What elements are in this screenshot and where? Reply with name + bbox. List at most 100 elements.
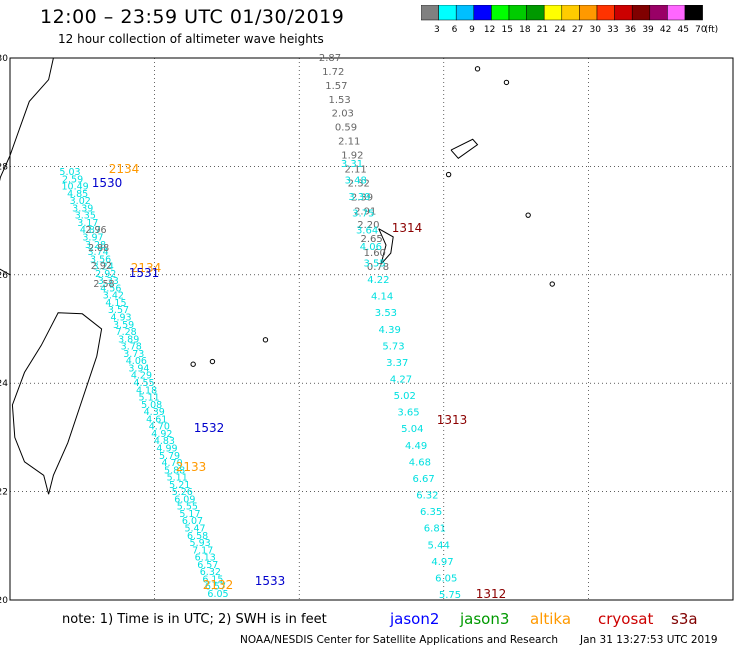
west-track-value: 4.99 [156, 443, 177, 454]
west-track-value: 6.58 [187, 531, 208, 542]
west-track-value: 4.29 [131, 371, 152, 382]
east-track-gray-value: 2.91 [354, 206, 376, 217]
credit-line: NOAA/NESDIS Center for Satellite Applica… [240, 634, 558, 646]
colorbar-tick-label: 24 [554, 25, 566, 35]
colorbar-tick-label: 6 [452, 25, 458, 35]
colorbar-tick-label: 45 [678, 25, 689, 35]
east-track-value: 3.53 [375, 308, 397, 319]
west-track-value: 4.55 [133, 378, 154, 389]
island-outline [525, 212, 531, 218]
west-track-value: 3.56 [90, 254, 111, 265]
pass-id-label: 1533 [255, 574, 286, 588]
colorbar-tick-label: 30 [590, 25, 602, 35]
west-track-value: 3.28 [85, 240, 106, 251]
island-outline [474, 66, 481, 72]
west-track-value: 10.49 [62, 182, 89, 193]
west-track-value: 4.92 [151, 429, 172, 440]
west-track-value: 6.32 [200, 567, 221, 578]
pass-id-label: 2134 [109, 162, 140, 176]
east-track-gray-value: 1.57 [325, 81, 347, 92]
east-track-value: 6.81 [424, 524, 446, 535]
west-track-value: 5.17 [179, 509, 200, 520]
west-track-value: 6.13 [195, 553, 216, 564]
island-outline [262, 337, 269, 343]
west-track-value: 3.94 [128, 363, 149, 374]
latitude-label: 30 [0, 54, 8, 64]
west-track-value: 4.93 [110, 313, 131, 324]
colorbar-tick-label: 18 [519, 25, 531, 35]
colorbar-tick-label: 39 [642, 25, 654, 35]
east-track-value: 5.04 [401, 424, 423, 435]
pass-id-label: 1530 [92, 176, 123, 190]
colorbar-tick-label: 36 [625, 25, 637, 35]
west-track-value: 4.85 [67, 189, 88, 200]
pass-id-label: 1314 [392, 221, 423, 235]
west-track-value: 3.89 [118, 334, 139, 345]
east-track-value: 4.14 [371, 292, 393, 303]
west-track-value: 5.08 [141, 400, 162, 411]
west-track-value: 5.11 [139, 393, 160, 404]
west-track-value: 3.02 [70, 196, 91, 207]
colorbar-swatch [684, 5, 703, 21]
west-track-value: 3.17 [77, 218, 98, 229]
east-track-value: 5.73 [382, 341, 404, 352]
colorbar-tick-label: 12 [484, 25, 495, 35]
east-track-gray-value: 2.11 [338, 137, 360, 148]
latitude-label: 24 [0, 379, 8, 389]
east-track-value: 3.65 [397, 408, 419, 419]
east-track-gray-value: 2.20 [357, 220, 379, 231]
colorbar-tick-label: 3 [434, 25, 440, 35]
west-track-value: 4.06 [126, 356, 147, 367]
east-track-value: 6.32 [416, 491, 438, 502]
island-outline [549, 281, 555, 287]
west-track-value: 5.88 [164, 465, 185, 476]
colorbar-tick-label: 42 [660, 25, 671, 35]
west-track-value: 5.55 [177, 502, 198, 513]
west-track-value: 4.39 [144, 407, 165, 418]
west-track-gray-value: 2.58 [93, 279, 114, 290]
west-track-value: 6.15 [202, 574, 223, 585]
west-track-value: 5.03 [59, 167, 80, 178]
map-subtitle: 12 hour collection of altimeter wave hei… [58, 32, 324, 46]
west-track-value: 3.59 [113, 320, 134, 331]
west-track-value: 4.56 [100, 283, 121, 294]
east-track-gray-value: 1.60 [364, 248, 386, 259]
colorbar-tick-label: 15 [502, 25, 513, 35]
east-track-value: 3.39 [348, 192, 370, 203]
east-track-value: 4.49 [405, 441, 427, 452]
east-track-value: 6.05 [435, 573, 457, 584]
colorbar-tick-label: 70 [695, 25, 707, 35]
east-track-gray-value: 2.87 [319, 53, 341, 64]
west-track-value: 5.47 [184, 524, 205, 535]
west-track-value: 3.73 [123, 349, 144, 360]
east-track-value: 4.68 [409, 457, 431, 468]
east-track-value: 4.97 [431, 557, 453, 568]
west-track-value: 5.79 [159, 451, 180, 462]
east-track-gray-value: 1.53 [328, 95, 350, 106]
west-track-gray-value: 2.88 [88, 243, 109, 254]
east-track-value: 6.35 [420, 507, 442, 518]
east-track-gray-value: 0.78 [367, 262, 389, 273]
colorbar-unit: (ft) [705, 25, 719, 35]
east-track-value: 5.44 [428, 540, 450, 551]
west-track-value: 5.26 [172, 487, 193, 498]
pass-id-label: 2132 [203, 578, 234, 592]
east-track-value: 5.75 [439, 590, 461, 601]
island-outline [209, 358, 216, 365]
amami-coastline [450, 138, 479, 159]
west-track-value: 7.17 [192, 545, 213, 556]
west-track-value: 3.33 [98, 276, 119, 287]
legend-s3a: s3a [671, 610, 698, 628]
island-outline [503, 79, 510, 86]
east-track-gray-value: 0.59 [335, 123, 357, 134]
island-outline [190, 361, 196, 367]
map-frame [9, 57, 734, 601]
east-track-gray-value: 2.65 [360, 234, 382, 245]
colorbar-tick-label: 33 [607, 25, 618, 35]
generated-timestamp: Jan 31 13:27:53 UTC 2019 [580, 634, 718, 646]
west-track-value: 6.57 [197, 560, 218, 571]
east-track-value: 3.64 [356, 225, 378, 236]
west-track-value: 3.24 [93, 262, 114, 273]
west-track-value: 3.97 [82, 232, 103, 243]
east-track-value: 4.06 [360, 242, 382, 253]
